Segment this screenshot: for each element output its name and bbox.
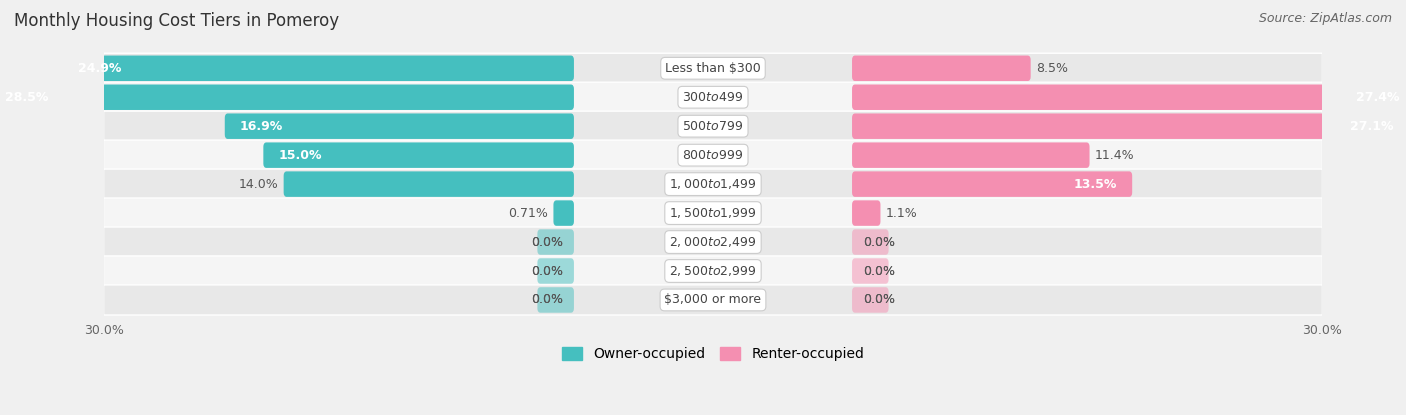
FancyBboxPatch shape <box>537 287 574 313</box>
Text: 0.0%: 0.0% <box>531 264 562 278</box>
Text: Less than $300: Less than $300 <box>665 62 761 75</box>
Text: $2,500 to $2,999: $2,500 to $2,999 <box>669 264 756 278</box>
FancyBboxPatch shape <box>852 171 1132 197</box>
FancyBboxPatch shape <box>852 287 889 313</box>
Text: 11.4%: 11.4% <box>1095 149 1135 162</box>
Text: $800 to $999: $800 to $999 <box>682 149 744 162</box>
Text: 0.0%: 0.0% <box>863 293 896 306</box>
Text: 15.0%: 15.0% <box>278 149 322 162</box>
FancyBboxPatch shape <box>852 200 880 226</box>
Text: 8.5%: 8.5% <box>1036 62 1067 75</box>
Text: 28.5%: 28.5% <box>4 91 48 104</box>
Text: 0.0%: 0.0% <box>863 293 896 306</box>
Text: Source: ZipAtlas.com: Source: ZipAtlas.com <box>1258 12 1392 25</box>
Text: $500 to $799: $500 to $799 <box>682 120 744 133</box>
Text: $3,000 or more: $3,000 or more <box>665 293 762 306</box>
Text: 1.1%: 1.1% <box>886 207 917 220</box>
Text: 27.4%: 27.4% <box>1355 91 1399 104</box>
FancyBboxPatch shape <box>852 113 1406 139</box>
Text: 0.0%: 0.0% <box>531 293 562 306</box>
Text: 0.0%: 0.0% <box>531 293 562 306</box>
Text: $300 to $499: $300 to $499 <box>682 91 744 104</box>
FancyBboxPatch shape <box>104 82 1323 112</box>
Text: $1,000 to $1,499: $1,000 to $1,499 <box>669 177 756 191</box>
FancyBboxPatch shape <box>104 198 1323 228</box>
FancyBboxPatch shape <box>104 140 1323 170</box>
FancyBboxPatch shape <box>852 229 889 255</box>
FancyBboxPatch shape <box>104 256 1323 286</box>
FancyBboxPatch shape <box>225 113 574 139</box>
Text: 13.5%: 13.5% <box>1074 178 1116 190</box>
FancyBboxPatch shape <box>852 56 1031 81</box>
FancyBboxPatch shape <box>104 227 1323 257</box>
FancyBboxPatch shape <box>554 200 574 226</box>
FancyBboxPatch shape <box>104 285 1323 315</box>
FancyBboxPatch shape <box>104 111 1323 141</box>
Text: 0.0%: 0.0% <box>531 236 562 249</box>
Text: $1,500 to $1,999: $1,500 to $1,999 <box>669 206 756 220</box>
FancyBboxPatch shape <box>104 169 1323 199</box>
FancyBboxPatch shape <box>537 258 574 284</box>
Text: 27.1%: 27.1% <box>1350 120 1393 133</box>
Text: Monthly Housing Cost Tiers in Pomeroy: Monthly Housing Cost Tiers in Pomeroy <box>14 12 339 30</box>
Text: 0.71%: 0.71% <box>509 207 548 220</box>
Text: 0.0%: 0.0% <box>531 236 562 249</box>
FancyBboxPatch shape <box>852 142 1090 168</box>
Text: 0.0%: 0.0% <box>531 264 562 278</box>
Text: 16.9%: 16.9% <box>240 120 283 133</box>
Text: 0.0%: 0.0% <box>863 264 896 278</box>
Text: $2,000 to $2,499: $2,000 to $2,499 <box>669 235 756 249</box>
Text: 0.0%: 0.0% <box>863 264 896 278</box>
Text: 24.9%: 24.9% <box>77 62 121 75</box>
FancyBboxPatch shape <box>537 229 574 255</box>
Text: 14.0%: 14.0% <box>239 178 278 190</box>
FancyBboxPatch shape <box>104 53 1323 83</box>
FancyBboxPatch shape <box>263 142 574 168</box>
FancyBboxPatch shape <box>62 56 574 81</box>
Text: 0.0%: 0.0% <box>863 236 896 249</box>
Legend: Owner-occupied, Renter-occupied: Owner-occupied, Renter-occupied <box>555 342 870 367</box>
FancyBboxPatch shape <box>284 171 574 197</box>
FancyBboxPatch shape <box>852 85 1406 110</box>
Text: 0.0%: 0.0% <box>863 236 896 249</box>
FancyBboxPatch shape <box>852 258 889 284</box>
FancyBboxPatch shape <box>0 85 574 110</box>
